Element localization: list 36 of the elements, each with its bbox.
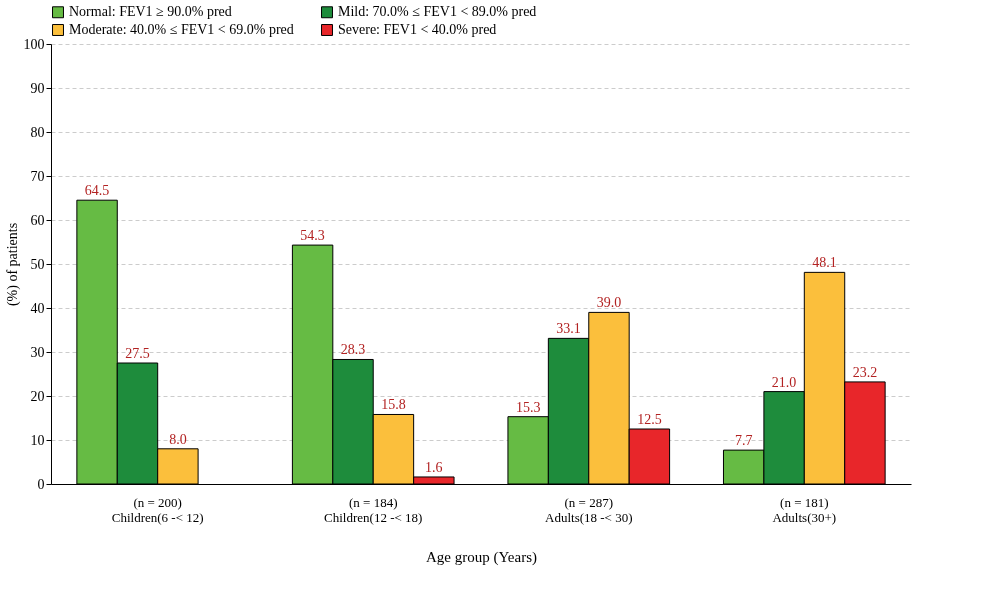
text: 28.3 (340, 342, 366, 358)
y-tick-label: 50 (30, 256, 45, 272)
text: 12.5 (637, 412, 662, 427)
legend-label: Severe: FEV1 < 40.0% pred (338, 22, 497, 37)
y-tick-label: 80 (30, 124, 45, 140)
x-tick-label: (n = 184) Children(12 -< 18) (324, 494, 423, 525)
text: 27.5 (125, 346, 150, 361)
text: 39.0 (596, 295, 622, 311)
y-tick-label: 10 (30, 432, 45, 448)
text: 8.0 (169, 431, 187, 447)
y-tick-label: 30 (30, 344, 45, 360)
x-axis-title: Age group (Years) (426, 548, 537, 566)
y-tick-label: 0 (37, 476, 45, 492)
y-tick-label: 70 (30, 168, 45, 184)
legend-label: Moderate: 40.0% ≤ FEV1 < 69.0% pred (69, 22, 294, 37)
x-tick-label: (n = 200) Children(6 -< 12) (111, 494, 204, 525)
x-tick-label: (n = 181) Adults(30+) (772, 494, 837, 525)
text: 21.0 (771, 374, 797, 390)
legend-label: Mild: 70.0% ≤ FEV1 < 89.0% pred (338, 4, 537, 20)
text: 23.2 (852, 364, 878, 380)
legend-label: Normal: FEV1 ≥ 90.0% pred (69, 4, 232, 20)
text: 48.1 (812, 255, 837, 271)
text: 7.7 (734, 433, 753, 449)
text: 15.8 (381, 397, 406, 413)
y-tick-label: 90 (30, 80, 45, 96)
text: 33.1 (556, 321, 581, 337)
y-tick-label: 100 (23, 36, 45, 52)
y-tick-label: 40 (30, 300, 45, 316)
text: 64.5 (84, 183, 110, 199)
text: 54.3 (300, 228, 325, 244)
text: 15.3 (515, 399, 541, 415)
y-axis-title: (%) of patients (4, 222, 21, 307)
x-tick-label: (n = 287) Adults(18 -< 30) (545, 494, 633, 525)
y-tick-label: 60 (30, 212, 45, 228)
y-tick-label: 20 (30, 388, 45, 404)
text: 1.6 (425, 459, 443, 475)
